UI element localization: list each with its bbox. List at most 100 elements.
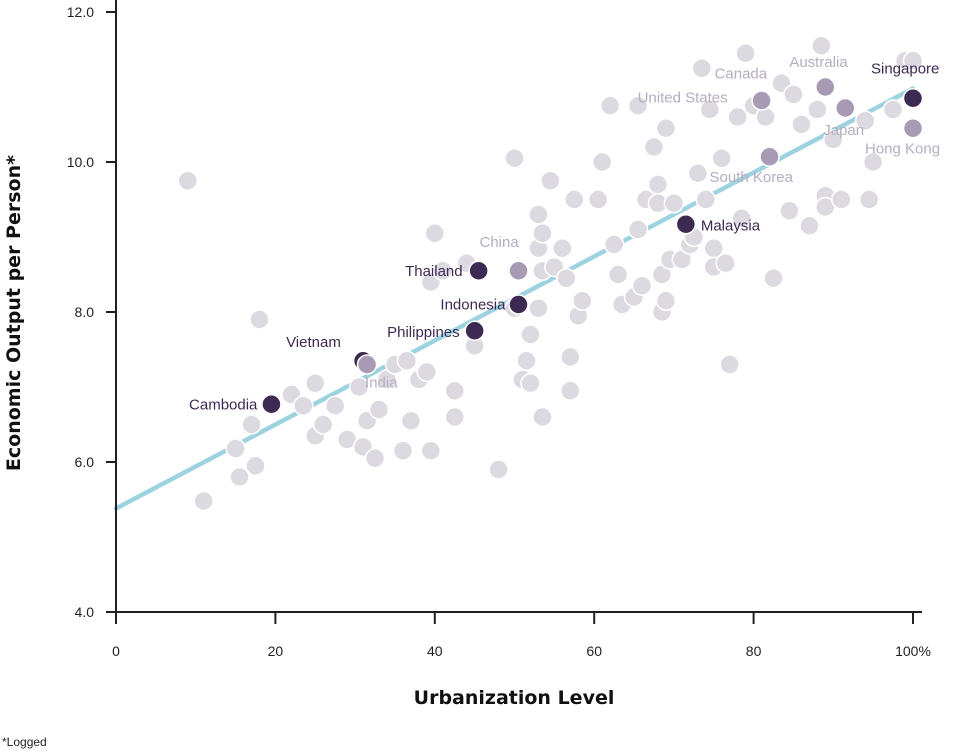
data-point: [420, 440, 442, 461]
label-vietnam: Vietnam: [286, 334, 341, 351]
data-point: [368, 399, 390, 420]
y-axis-title: Economic Output per Person*: [3, 155, 25, 471]
data-point: [432, 260, 454, 281]
data-point: [520, 324, 541, 345]
data-point: [504, 148, 525, 169]
data-point: [392, 440, 414, 461]
data-point: [854, 110, 876, 131]
point-singapore: [902, 88, 924, 109]
label-india: India: [365, 375, 398, 392]
data-point: [627, 95, 649, 116]
y-tick-label: 6.0: [75, 454, 95, 470]
data-point: [807, 99, 828, 120]
data-point: [655, 118, 677, 139]
label-japan: Japan: [823, 122, 864, 139]
data-point: [727, 106, 748, 128]
data-point: [731, 208, 752, 229]
y-tick-label: 8.0: [75, 304, 95, 320]
label-hong-kong: Hong Kong: [865, 140, 940, 157]
x-tick-label: 80: [746, 643, 762, 659]
data-point: [571, 290, 593, 311]
data-point: [564, 189, 585, 210]
point-thailand: [468, 260, 489, 281]
y-tick-label: 4.0: [75, 604, 95, 620]
data-point: [560, 346, 581, 368]
point-philippines: [464, 320, 485, 341]
data-point: [488, 459, 509, 480]
data-point: [193, 490, 214, 512]
data-point: [177, 170, 198, 191]
label-singapore: Singapore: [871, 60, 939, 77]
data-point: [532, 406, 553, 428]
x-tick-label: 60: [586, 643, 602, 659]
data-point: [699, 99, 721, 120]
y-tick-label: 12.0: [67, 4, 94, 20]
point-china: [508, 260, 529, 281]
point-japan: [835, 97, 856, 119]
data-point: [627, 219, 649, 240]
label-philippines: Philippines: [387, 324, 460, 341]
data-point: [516, 350, 537, 371]
point-canada: [751, 90, 772, 111]
data-point: [540, 170, 561, 191]
footnote: *Logged: [2, 735, 47, 749]
label-indonesia: Indonesia: [440, 297, 506, 314]
y-tick-label: 10.0: [67, 154, 94, 170]
data-point: [719, 354, 740, 375]
data-point: [902, 50, 924, 71]
data-point: [444, 380, 465, 401]
data-point: [599, 95, 621, 116]
x-axis-title: Urbanization Level: [414, 687, 615, 709]
label-cambodia: Cambodia: [189, 396, 258, 413]
data-point: [779, 200, 800, 221]
data-point: [396, 350, 418, 371]
point-south-korea: [759, 146, 780, 167]
data-point: [663, 193, 685, 214]
data-point: [763, 268, 784, 289]
data-point: [591, 151, 613, 173]
data-point: [245, 455, 266, 476]
data-point: [882, 99, 904, 120]
point-hong-kong: [902, 118, 924, 139]
data-point: [528, 298, 549, 319]
point-australia: [815, 76, 836, 98]
data-point: [552, 238, 573, 259]
data-point: [823, 129, 844, 150]
x-tick-label: 20: [268, 643, 284, 659]
data-point: [647, 174, 669, 195]
data-point: [791, 114, 812, 135]
data-point: [312, 414, 334, 435]
label-south-korea: South Korea: [710, 169, 794, 186]
data-point: [811, 35, 832, 56]
x-tick-label: 100%: [895, 643, 931, 659]
data-point: [655, 290, 677, 311]
data-point: [364, 448, 386, 469]
label-united-states: United States: [638, 90, 728, 107]
label-thailand: Thailand: [405, 263, 463, 280]
data-point: [603, 234, 625, 255]
data-point: [424, 223, 446, 244]
label-australia: Australia: [789, 54, 848, 71]
data-point: [324, 395, 346, 416]
label-malaysia: Malaysia: [701, 217, 761, 234]
point-india: [356, 354, 378, 375]
data-point: [799, 215, 820, 236]
point-cambodia: [261, 394, 282, 415]
data-point: [858, 189, 880, 210]
data-point: [735, 43, 756, 64]
data-point: [862, 151, 884, 173]
data-point: [293, 395, 314, 416]
data-point: [225, 438, 246, 459]
data-point: [560, 380, 581, 401]
data-point: [715, 253, 736, 274]
data-point: [687, 163, 709, 184]
data-point: [587, 189, 609, 210]
data-point: [556, 268, 577, 289]
data-point: [643, 136, 665, 158]
point-malaysia: [675, 214, 697, 235]
data-point: [400, 410, 422, 431]
data-point: [831, 189, 852, 210]
label-canada: Canada: [715, 66, 768, 83]
data-point: [711, 148, 732, 169]
